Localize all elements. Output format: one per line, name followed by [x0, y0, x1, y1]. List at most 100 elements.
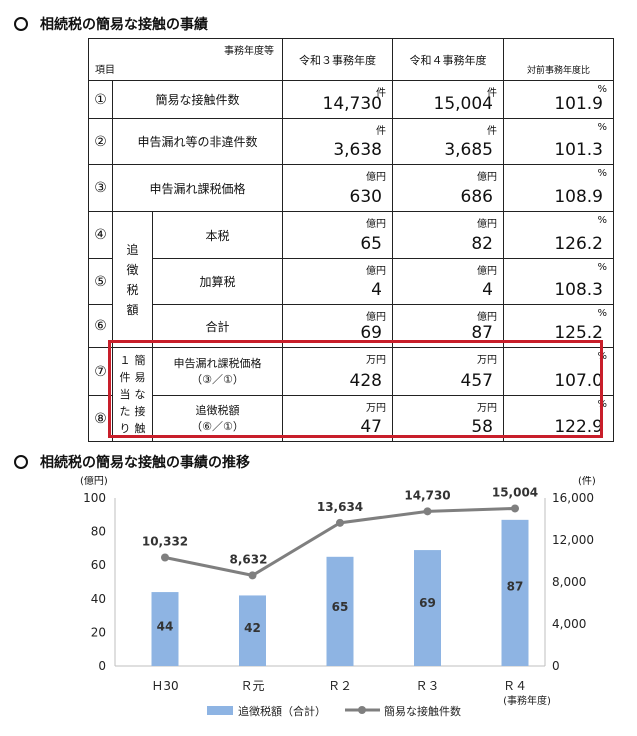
legend-line-marker: [358, 706, 366, 714]
category-label: Ｒ２: [328, 679, 352, 693]
line-point: [336, 518, 344, 527]
right-axis-unit: (件): [578, 476, 596, 487]
row-number: ④: [88, 211, 113, 259]
value-r3: 3,638: [333, 140, 382, 160]
value-cell: 件 15,004: [392, 80, 504, 119]
header-corner: 事務年度等 項目: [88, 38, 283, 81]
line-data-label: 15,004: [492, 485, 538, 499]
row-label: 簡易な接触件数: [112, 80, 283, 119]
row-label-cell: 追徴税額 （⑥／①）: [152, 395, 283, 442]
ratio-value: 126.2: [554, 234, 603, 254]
bar: [501, 519, 529, 666]
unit-label: 億円: [477, 312, 497, 323]
ratio-unit: %: [597, 262, 607, 273]
table-row: ⑧ 追徴税額 （⑥／①） 万円 47 万円 58 % 122.9: [88, 395, 614, 442]
trend-chart: (億円) (件) 0 20 40 60 80 100 0 4,000 8,000 12,000 16,0…: [80, 476, 596, 718]
bar-data-label: 44: [157, 619, 174, 633]
section-title-trend: 相続税の簡易な接触の事績の推移: [14, 452, 250, 472]
ratio-value: 122.9: [554, 417, 603, 437]
left-axis-unit: (億円): [80, 476, 108, 487]
value-r3: 14,730: [322, 94, 382, 114]
bar: [326, 556, 354, 666]
right-tick-label: 0: [552, 659, 560, 673]
row-number: ⑧: [88, 395, 113, 442]
bar-data-label: 42: [244, 621, 261, 635]
ratio-unit: %: [597, 308, 607, 319]
line-point: [423, 507, 432, 516]
unit-label: 万円: [366, 355, 386, 366]
right-tick-label: 4,000: [552, 617, 586, 631]
value-r3: 65: [360, 234, 382, 254]
row-label: 申告漏れ課税価格: [112, 164, 283, 212]
unit-label: 件: [487, 126, 497, 137]
line-point: [161, 553, 169, 562]
unit-label: 億円: [366, 266, 386, 277]
ratio-value: 107.0: [554, 371, 603, 391]
left-tick-label: 60: [91, 558, 106, 572]
table-row: ② 申告漏れ等の非違件数 件 3,638 件 3,685 % 101.3: [88, 118, 614, 165]
value-cell: 万円 58: [392, 395, 504, 442]
header-r4: 令和４事務年度: [392, 38, 504, 81]
section-title-text: 相続税の簡易な接触の事績の推移: [40, 455, 250, 471]
ratio-unit: %: [597, 215, 607, 226]
value-cell: 億円 630: [282, 164, 393, 212]
legend-bar-label: 追徴税額（合計）: [238, 704, 326, 718]
row-label: 合計: [152, 304, 283, 348]
category-label: Ｈ30: [151, 679, 178, 693]
row-number: ③: [88, 164, 113, 212]
table-header-row: 事務年度等 項目 令和３事務年度 令和４事務年度 対前事務年度比: [88, 38, 614, 81]
value-cell: 万円 457: [392, 347, 504, 396]
row-number: ⑦: [88, 347, 113, 396]
value-r4: 4: [482, 280, 493, 300]
group-label: 追徴税額: [126, 242, 139, 317]
ratio-cell: % 108.3: [503, 258, 614, 305]
left-tick-label: 100: [83, 491, 106, 505]
table-row: ⑥ 合計 億円 69 億円 87 % 125.2: [88, 304, 614, 348]
ratio-cell: % 122.9: [503, 395, 614, 442]
table-row: ③ 申告漏れ課税価格 億円 630 億円 686 % 108.9: [88, 164, 614, 212]
unit-label: 億円: [477, 266, 497, 277]
ratio-unit: %: [597, 168, 607, 179]
unit-label: 万円: [477, 355, 497, 366]
category-label: Ｒ３: [415, 679, 439, 693]
results-table: 事務年度等 項目 令和３事務年度 令和４事務年度 対前事務年度比 ① 簡易な接触…: [88, 38, 614, 442]
row-sublabel: （⑥／①）: [191, 419, 244, 433]
value-cell: 件 14,730: [282, 80, 393, 119]
table-row: ④ 追徴税額 本税 億円 65 億円 82 % 126.2: [88, 211, 614, 348]
header-r3: 令和３事務年度: [282, 38, 393, 81]
ratio-cell: % 125.2: [503, 304, 614, 348]
value-r4: 3,685: [444, 140, 493, 160]
value-r3: 47: [360, 417, 382, 437]
value-r3: 4: [371, 280, 382, 300]
value-cell: 億円 4: [282, 258, 393, 305]
category-label: Ｒ４: [503, 679, 527, 693]
value-r4: 87: [471, 323, 493, 343]
row-label: 申告漏れ等の非違件数: [112, 118, 283, 165]
simple-contact-label: 簡易な接触: [134, 354, 146, 435]
value-r3: 69: [360, 323, 382, 343]
ratio-unit: %: [597, 399, 607, 410]
header-ratio: 対前事務年度比: [503, 38, 614, 81]
ratio-cell: % 126.2: [503, 211, 614, 259]
value-r4: 686: [460, 187, 493, 207]
section-title-results: 相続税の簡易な接触の事績: [14, 14, 208, 34]
value-cell: 億円 65: [282, 211, 393, 259]
value-cell: 億円 686: [392, 164, 504, 212]
ratio-unit: %: [597, 84, 607, 95]
unit-label: 億円: [477, 219, 497, 230]
value-r3: 630: [349, 187, 382, 207]
ratio-value: 101.9: [554, 94, 603, 114]
value-cell: 万円 47: [282, 395, 393, 442]
line-data-label: 10,332: [142, 535, 188, 549]
header-left-label: 項目: [95, 65, 115, 76]
value-cell: 億円 4: [392, 258, 504, 305]
legend-line-label: 簡易な接触件数: [384, 704, 461, 718]
value-cell: 億円 69: [282, 304, 393, 348]
legend-bar-swatch: [207, 706, 233, 715]
table-row: ① 簡易な接触件数 件 14,730 件 15,004 % 101.9: [88, 80, 614, 119]
table-row: ⑤ 加算税 億円 4 億円 4 % 108.3: [88, 258, 614, 305]
unit-label: 件: [487, 88, 497, 99]
ratio-value: 101.3: [554, 140, 603, 160]
row-number: ①: [88, 80, 113, 119]
